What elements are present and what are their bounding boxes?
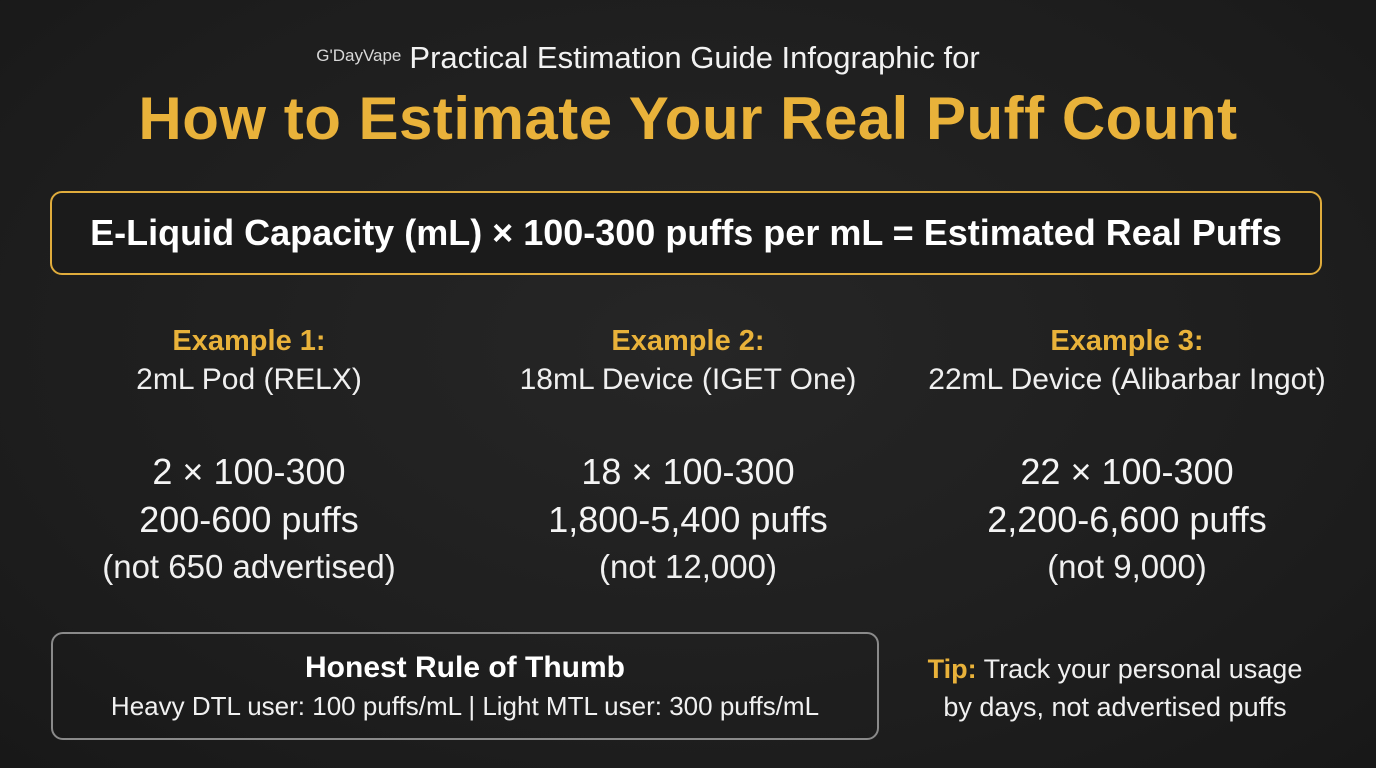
example-calculation: 18 × 100-300	[581, 451, 795, 492]
example-card-2: Example 2: 18mL Device (IGET One) 18 × 1…	[469, 322, 907, 590]
tip-text-line-2: by days, not advertised puffs	[943, 692, 1287, 722]
example-result: 200-600 puffs	[139, 499, 359, 540]
brand-name: G'DayVape	[316, 46, 402, 65]
tip-line-1: Tip: Track your personal usage	[900, 650, 1330, 688]
example-card-1: Example 1: 2mL Pod (RELX) 2 × 100-300 20…	[30, 322, 468, 590]
formula-text: E-Liquid Capacity (mL) × 100-300 puffs p…	[90, 212, 1282, 253]
rule-title: Honest Rule of Thumb	[305, 651, 625, 684]
example-device: 18mL Device (IGET One)	[519, 363, 857, 396]
examples-row: Example 1: 2mL Pod (RELX) 2 × 100-300 20…	[30, 322, 1346, 590]
header-subtitle: Practical Estimation Guide Infographic f…	[409, 40, 980, 75]
example-device: 2mL Pod (RELX)	[136, 363, 362, 396]
rule-of-thumb-box: Honest Rule of Thumb Heavy DTL user: 100…	[51, 632, 879, 740]
example-result: 1,800-5,400 puffs	[548, 499, 828, 540]
example-calculation: 22 × 100-300	[1020, 451, 1234, 492]
formula-box: E-Liquid Capacity (mL) × 100-300 puffs p…	[50, 191, 1322, 275]
tip-text-line-1: Track your personal usage	[983, 654, 1303, 684]
example-calculation: 2 × 100-300	[152, 451, 346, 492]
example-heading: Example 3:	[1050, 325, 1204, 357]
example-device: 22mL Device (Alibarbar Ingot)	[928, 363, 1326, 396]
example-note: (not 9,000)	[1047, 548, 1207, 585]
example-heading: Example 1:	[172, 325, 326, 357]
example-card-3: Example 3: 22mL Device (Alibarbar Ingot)…	[908, 322, 1346, 590]
example-note: (not 12,000)	[599, 548, 777, 585]
rule-text: Heavy DTL user: 100 puffs/mL | Light MTL…	[110, 691, 820, 721]
example-result: 2,200-6,600 puffs	[987, 499, 1267, 540]
page-title: How to Estimate Your Real Puff Count	[138, 85, 1238, 152]
tip-label: Tip:	[927, 654, 977, 684]
tip-block: Tip: Track your personal usage by days, …	[900, 650, 1330, 726]
header-subtitle-line: G'DayVape Practical Estimation Guide Info…	[0, 40, 1296, 76]
example-note: (not 650 advertised)	[102, 548, 396, 585]
example-heading: Example 2:	[611, 325, 765, 357]
